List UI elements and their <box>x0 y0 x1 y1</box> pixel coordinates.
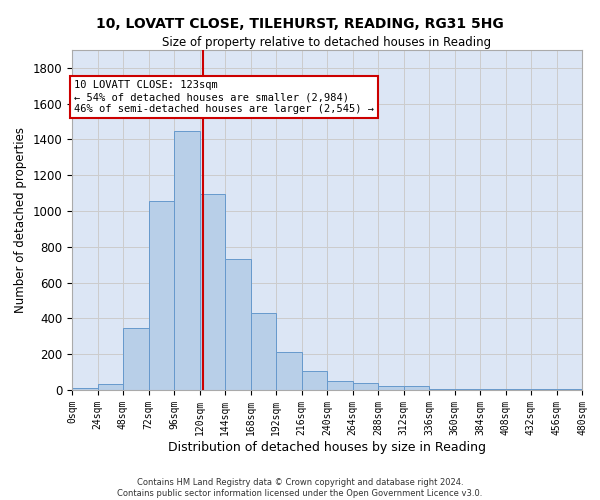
Bar <box>353 383 378 390</box>
Bar <box>404 386 429 390</box>
Bar <box>149 201 174 390</box>
Bar <box>531 389 557 390</box>
Bar <box>251 313 276 390</box>
Bar <box>199 194 225 390</box>
Bar <box>557 389 582 390</box>
Bar <box>174 130 199 390</box>
Bar <box>505 389 531 390</box>
Title: Size of property relative to detached houses in Reading: Size of property relative to detached ho… <box>163 36 491 49</box>
Bar <box>480 389 505 390</box>
Bar <box>378 386 404 390</box>
X-axis label: Distribution of detached houses by size in Reading: Distribution of detached houses by size … <box>168 440 486 454</box>
Y-axis label: Number of detached properties: Number of detached properties <box>14 127 27 313</box>
Bar <box>302 371 327 390</box>
Bar <box>327 381 353 390</box>
Bar <box>225 260 251 390</box>
Bar <box>72 388 97 390</box>
Bar <box>455 389 480 390</box>
Text: 10 LOVATT CLOSE: 123sqm
← 54% of detached houses are smaller (2,984)
46% of semi: 10 LOVATT CLOSE: 123sqm ← 54% of detache… <box>74 80 374 114</box>
Text: 10, LOVATT CLOSE, TILEHURST, READING, RG31 5HG: 10, LOVATT CLOSE, TILEHURST, READING, RG… <box>96 18 504 32</box>
Bar <box>429 389 455 390</box>
Bar <box>97 384 123 390</box>
Text: Contains HM Land Registry data © Crown copyright and database right 2024.
Contai: Contains HM Land Registry data © Crown c… <box>118 478 482 498</box>
Bar <box>123 328 149 390</box>
Bar <box>276 352 302 390</box>
